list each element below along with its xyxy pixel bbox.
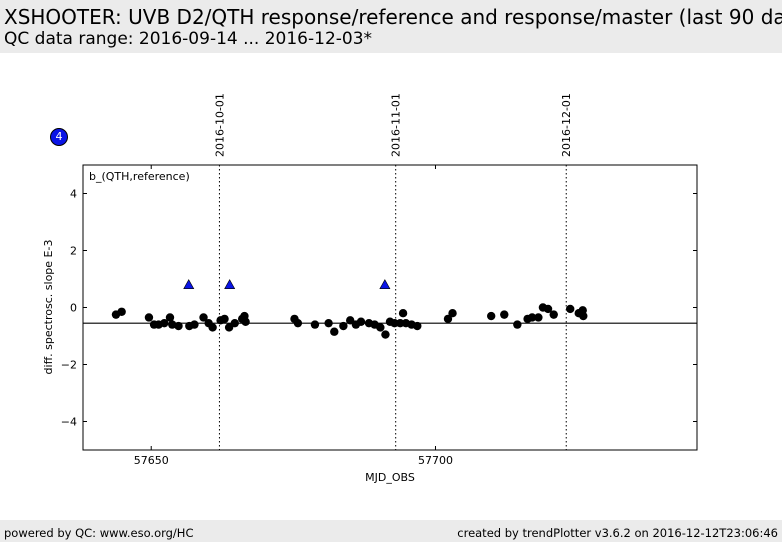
footer-timestamp: created by trendPlotter v3.6.2 on 2016-1… [457,526,778,540]
page-title: XSHOOTER: UVB D2/QTH response/reference … [4,5,782,29]
data-points [111,303,588,339]
data-point [398,309,408,318]
data-point [443,314,453,324]
date-markers: 2016-10-01 2016-11-01 2016-12-01 [213,93,573,450]
data-point [324,318,333,328]
y-tick-label: 2 [70,245,77,258]
data-point [144,313,154,322]
data-point [579,311,588,321]
data-point [330,327,339,336]
date-marker-label: 2016-10-01 [213,93,226,157]
data-point [190,320,199,329]
x-tick-label: 57700 [418,454,453,467]
data-point [543,304,553,314]
plot-area [82,164,698,451]
data-point [376,323,385,332]
footer-credit: powered by QC: www.eso.org/HC [4,526,194,540]
triangle-points [183,279,391,290]
data-point [293,318,303,328]
triangle-point [379,279,391,290]
data-point [230,318,239,328]
data-point [174,321,183,331]
plot-number-badge: 4 [50,128,68,146]
data-point [527,313,537,322]
y-tick-label: 0 [70,302,77,315]
triangle-point [224,279,236,290]
data-point [500,310,509,319]
data-point [220,314,229,324]
x-axis-label: MJD_OBS [365,471,415,484]
data-point [448,309,457,318]
data-point [513,320,522,329]
y-axis: −4 −2 0 2 4 [61,188,697,429]
y-axis-label: diff. spectrosc. slope E-3 [42,240,55,375]
date-marker-label: 2016-11-01 [390,93,403,157]
data-point [566,304,575,314]
footer-bar: powered by QC: www.eso.org/HC created by… [0,520,782,542]
data-point [160,318,169,328]
data-point [413,321,422,331]
data-point [165,313,175,322]
data-point [199,313,208,322]
triangle-point [183,279,195,290]
data-point [339,321,348,331]
date-marker-label: 2016-12-01 [560,93,573,157]
data-point [534,313,543,322]
x-axis: 57650 57700 [134,165,453,467]
page-subtitle: QC data range: 2016-09-14 ... 2016-12-03… [4,29,373,49]
data-point [549,310,558,319]
data-point [168,320,177,329]
data-point [486,311,496,321]
y-tick-label: −2 [61,359,77,372]
data-point [241,317,250,326]
y-tick-label: −4 [61,416,77,429]
data-point [356,317,366,326]
data-point [117,307,126,316]
data-point [381,330,390,339]
x-tick-label: 57650 [134,454,169,467]
data-point [208,323,217,332]
panel-label: b_(QTH,reference) [89,170,190,183]
y-tick-label: 4 [70,188,77,201]
data-point [310,320,320,329]
header-bar: XSHOOTER: UVB D2/QTH response/reference … [0,0,782,53]
